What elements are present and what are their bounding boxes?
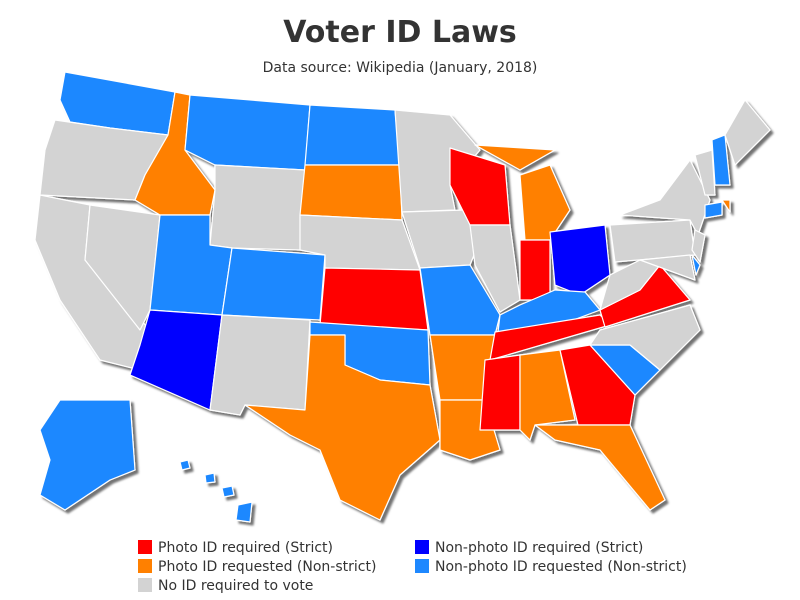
state — [474, 144, 556, 171]
legend-label: Photo ID requested (Non-strict) — [158, 559, 376, 575]
state — [221, 485, 235, 498]
us-map — [34, 71, 771, 523]
state — [694, 149, 716, 196]
state — [179, 459, 191, 471]
state — [479, 354, 521, 431]
state — [319, 267, 429, 331]
subtitle: Data source: Wikipedia (January, 2018) — [263, 60, 538, 76]
state — [184, 94, 311, 171]
state — [589, 304, 701, 371]
state — [209, 164, 306, 251]
state — [599, 259, 661, 311]
state — [244, 334, 441, 521]
state — [129, 309, 223, 411]
legend-swatch — [138, 559, 152, 573]
state — [419, 264, 501, 336]
legend-label: No ID required to vote — [158, 578, 313, 594]
legend-label: Non-photo ID requested (Non-strict) — [435, 559, 687, 575]
state — [235, 501, 253, 523]
legend-swatch — [415, 540, 429, 554]
state — [39, 399, 136, 511]
state — [299, 164, 403, 221]
legend-swatch — [138, 578, 152, 592]
state — [639, 254, 696, 281]
legend-label: Photo ID required (Strict) — [158, 540, 333, 556]
legend-swatch — [415, 559, 429, 573]
state — [724, 99, 771, 166]
state — [619, 159, 711, 236]
state — [84, 204, 161, 331]
legend-swatch — [138, 540, 152, 554]
state — [711, 134, 731, 186]
state — [204, 472, 216, 484]
state — [691, 229, 706, 263]
state — [721, 199, 731, 213]
state — [221, 247, 326, 321]
state — [469, 224, 521, 313]
state — [519, 239, 551, 301]
title: Voter ID Laws — [283, 15, 517, 50]
state — [534, 424, 666, 511]
state — [519, 164, 571, 241]
state — [209, 314, 311, 416]
legend-label: Non-photo ID required (Strict) — [435, 540, 643, 556]
state — [691, 254, 701, 276]
state — [704, 201, 723, 219]
state — [549, 224, 611, 296]
state — [559, 344, 636, 426]
legend: Photo ID required (Strict) Photo ID reque… — [138, 540, 687, 594]
state — [304, 104, 401, 166]
